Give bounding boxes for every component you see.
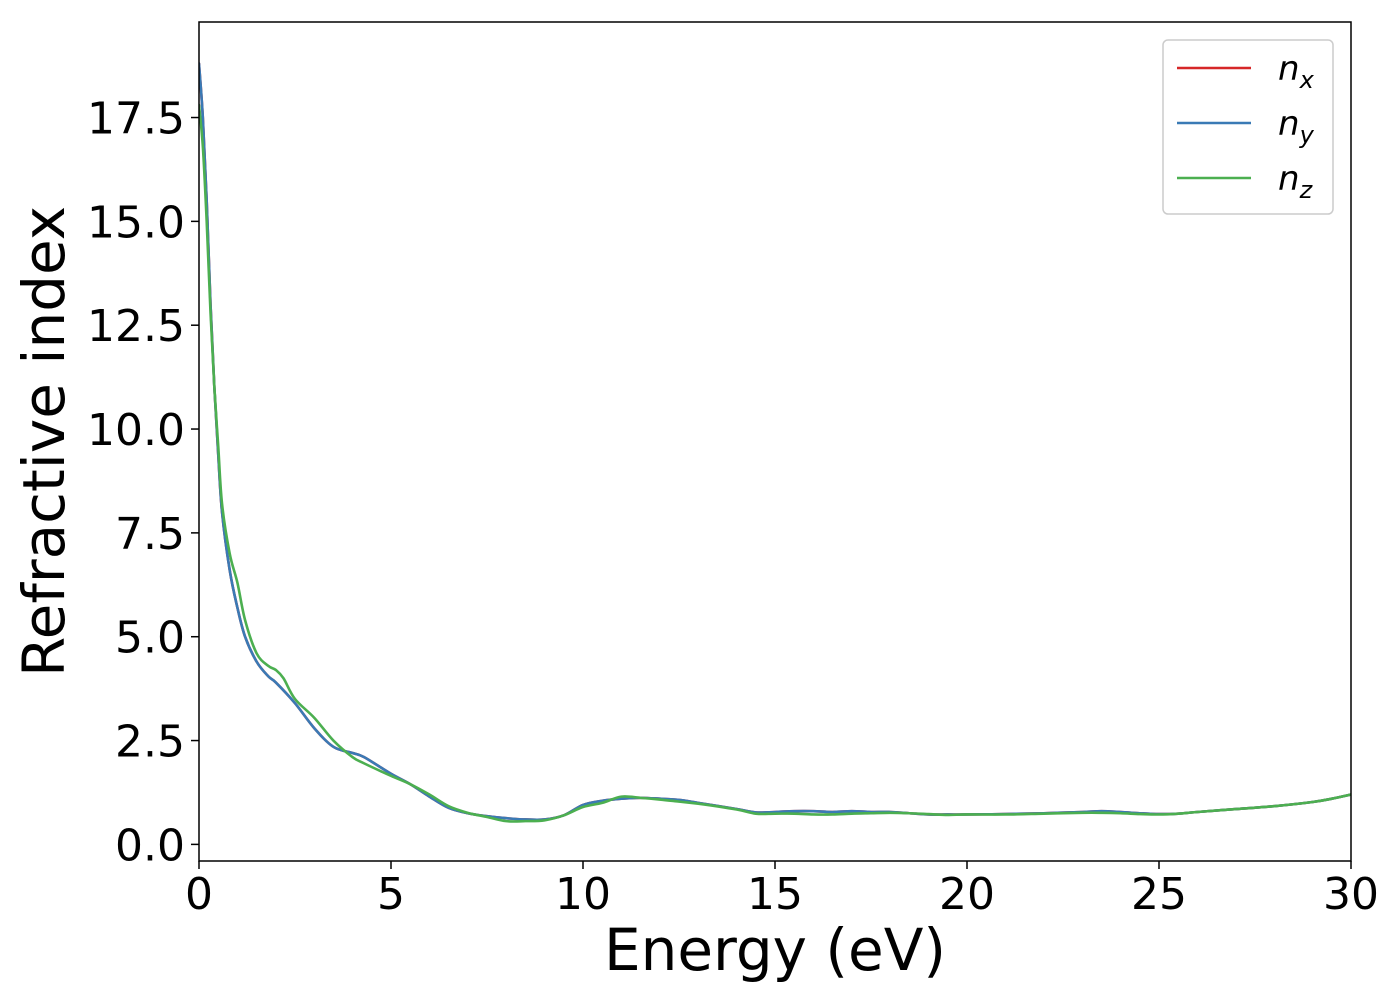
series-line-nz <box>199 103 1351 823</box>
y-axis-label: Refractive index <box>10 206 78 677</box>
plot-lines <box>199 62 1351 823</box>
y-tick-label: 2.5 <box>115 717 185 768</box>
x-axis-label: Energy (eV) <box>604 916 946 984</box>
x-tick-label: 25 <box>1131 869 1187 920</box>
legend-label-nx: nx <box>1278 49 1315 94</box>
legend-box <box>1162 39 1334 215</box>
x-tick-label: 15 <box>747 869 803 920</box>
legend-label-nz: nz <box>1278 159 1314 204</box>
x-tick-label: 0 <box>185 869 213 920</box>
legend-label-main: n <box>1278 159 1300 199</box>
legend-label-subscript: x <box>1299 66 1315 94</box>
y-tick-label: 7.5 <box>115 509 185 560</box>
y-tick-label: 12.5 <box>87 301 185 352</box>
y-tick-label: 15.0 <box>87 197 185 248</box>
legend-label-subscript: z <box>1299 176 1314 204</box>
series-line-ny <box>199 62 1351 822</box>
y-axis-ticks: 0.0 2.5 5.0 7.5 10.0 12.5 15.0 17.5 <box>87 94 199 871</box>
x-tick-label: 10 <box>555 869 611 920</box>
x-tick-label: 20 <box>939 869 995 920</box>
x-tick-label: 5 <box>377 869 405 920</box>
y-tick-label: 10.0 <box>87 405 185 456</box>
x-axis-ticks: 0 5 10 15 20 25 30 <box>185 861 1379 920</box>
y-tick-label: 5.0 <box>115 613 185 664</box>
legend-label-main: n <box>1278 104 1300 144</box>
legend-label-ny: ny <box>1278 104 1315 149</box>
legend-label-main: n <box>1278 49 1300 89</box>
y-tick-label: 0.0 <box>115 820 185 871</box>
legend-label-subscript: y <box>1299 121 1315 149</box>
x-tick-label: 30 <box>1323 869 1379 920</box>
y-tick-label: 17.5 <box>87 94 185 145</box>
